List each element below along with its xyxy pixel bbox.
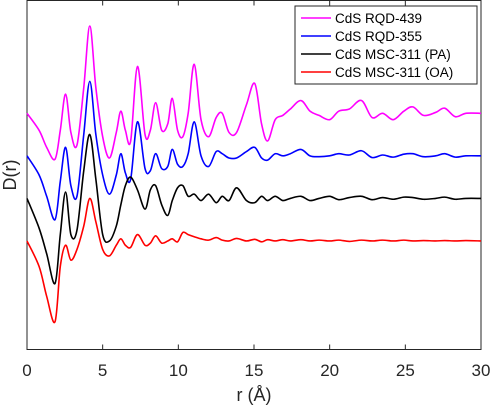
- x-tick-label: 10: [169, 361, 188, 380]
- legend-entry-label: CdS MSC-311 (OA): [335, 65, 453, 80]
- x-tick-labels: 0 5 10 15 20 25 30: [22, 361, 490, 380]
- series-line-cds-msc-311-oa: [26, 197, 482, 324]
- x-axis-label: r (Å): [237, 385, 272, 405]
- legend-entry-label: CdS RQD-439: [335, 11, 422, 26]
- series-layer: [26, 25, 482, 324]
- y-axis-label: D(r): [0, 160, 20, 191]
- series-line-cds-rqd-439: [26, 25, 482, 161]
- x-tick-label: 5: [98, 361, 107, 380]
- x-tick-label: 0: [22, 361, 31, 380]
- x-tick-label: 15: [245, 361, 264, 380]
- legend-entry-label: CdS RQD-355: [335, 29, 422, 44]
- legend-entry-label: CdS MSC-311 (PA): [335, 47, 451, 62]
- tick-marks: [26, 0, 482, 350]
- x-tick-label: 30: [472, 361, 491, 380]
- series-line-cds-msc-311-pa: [26, 133, 482, 285]
- x-tick-label: 25: [396, 361, 415, 380]
- legend: CdS RQD-439 CdS RQD-355 CdS MSC-311 (PA) Cd…: [294, 5, 478, 85]
- legend-box: [294, 5, 478, 85]
- x-tick-label: 20: [320, 361, 339, 380]
- series-line-cds-rqd-355: [26, 80, 482, 221]
